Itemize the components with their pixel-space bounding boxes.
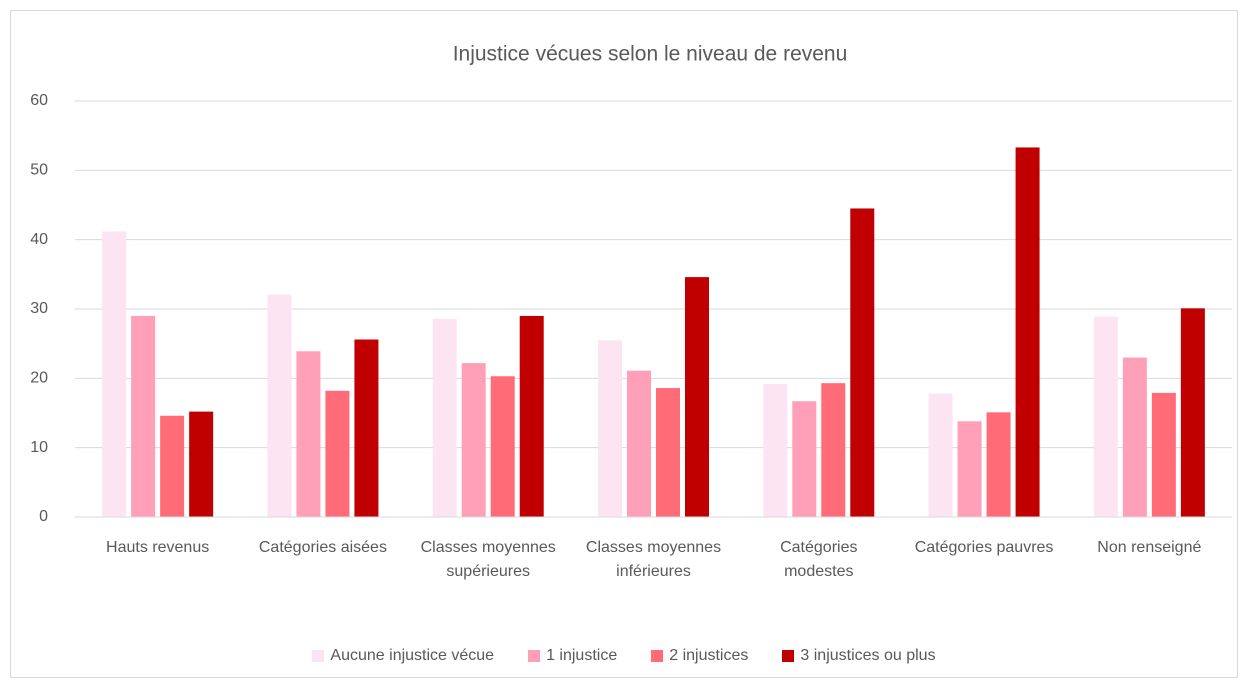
legend-swatch [651,650,664,662]
bar [1151,392,1176,517]
x-tick-label: Classes moyennes inférieures [585,539,722,580]
legend-label: 3 injustices ou plus [800,647,936,664]
bar [1015,147,1040,517]
legend-item: 1 injustice [528,647,617,665]
bar [792,401,817,517]
legend-label: 1 injustice [546,647,618,664]
legend: Aucune injustice vécue 1 injustice 2 injus… [0,647,1248,665]
legend-item: 3 injustices ou plus [782,647,936,665]
bar [763,383,788,517]
x-tick-label: Catégories pauvres [914,539,1054,556]
legend-label: Aucune injustice vécue [330,647,495,664]
bar [160,415,185,517]
bar [850,208,875,517]
bar [267,294,292,517]
bar [102,231,127,517]
y-tick-label: 40 [30,231,48,248]
bar [821,383,846,517]
legend-swatch [782,650,795,662]
bar [131,315,156,517]
legend-swatch [528,650,541,662]
bar [189,411,214,517]
legend-swatch [312,650,325,662]
bar [432,318,457,517]
legend-item: 2 injustices [651,647,748,665]
bar [1122,357,1147,517]
legend-label: 2 injustices [669,647,749,664]
bar [957,421,982,517]
x-tick-label: Non renseigné [1097,539,1202,556]
bar [627,370,651,517]
x-tick-label: Catégories modestes [780,539,858,580]
bar [1093,316,1118,517]
bar [928,393,953,517]
x-tick-label: Classes moyennes supérieures [420,539,556,580]
bar [519,315,544,517]
y-tick-label: 0 [39,508,48,525]
y-tick-label: 50 [30,162,48,179]
y-tick-label: 20 [30,370,48,387]
bar [354,339,379,517]
bar [1180,308,1205,517]
bar [685,277,709,517]
bar [296,351,321,517]
legend-item: Aucune injustice vécue [312,647,494,665]
bar [490,376,515,517]
y-tick-label: 60 [30,92,48,109]
chart-title: Injustice vécues selon le niveau de reve… [453,43,848,66]
bar [461,363,486,517]
bar [986,412,1011,517]
x-tick-label: Hauts revenus [106,539,210,556]
bar [325,390,350,517]
bar [598,340,622,517]
bar [656,388,680,517]
x-tick-label: Catégories aisées [258,539,387,556]
y-tick-label: 30 [30,300,48,317]
y-tick-label: 10 [30,439,48,456]
